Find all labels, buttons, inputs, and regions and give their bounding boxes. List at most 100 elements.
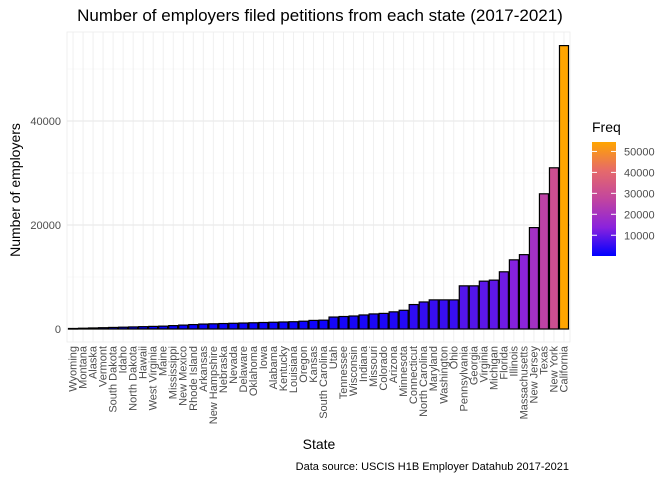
x-tick-label: New Hampshire [208,346,220,424]
bar [438,299,449,330]
bar [138,326,149,330]
bar [128,326,139,330]
x-tick-label: Massachusetts [518,346,530,420]
bar [398,309,409,330]
bars [67,44,570,330]
bar [388,311,399,330]
bar [178,324,189,330]
x-tick-label: Delaware [238,346,250,392]
x-tick-label: Mississippi [168,346,180,399]
x-tick-label: North Dakota [128,345,140,411]
bar [87,327,99,330]
x-tick-label: California [558,345,570,392]
x-tick-label: Kansas [308,346,320,383]
x-tick-label: Missouri [368,346,380,387]
x-tick-label: New York [548,346,560,393]
x-tick-label: Indiana [358,345,370,382]
bar [248,322,259,330]
bar [258,321,269,330]
x-tick-label: Texas [538,346,550,375]
y-axis-ticks: 0 20000 40000 [30,116,61,336]
bar [238,322,249,330]
bar [308,319,319,330]
x-tick-label: Michigan [488,346,500,390]
x-tick-label: North Carolina [418,345,430,417]
bar [538,193,550,330]
bar [198,323,209,330]
bar [188,323,199,330]
bar [458,285,469,330]
bar [318,319,329,330]
x-tick-label: Alaska [88,345,100,379]
bar [448,299,459,330]
bar [228,322,239,330]
x-tick-label: Nevada [228,345,240,384]
bar [288,321,299,330]
x-axis-title: State [303,436,336,452]
legend-label: 50000 [624,146,655,158]
bar [408,303,419,330]
x-tick-label: Hawaii [138,346,150,379]
bar [208,323,219,330]
x-tick-label: Wisconsin [348,346,360,396]
bar [518,254,530,330]
bar [358,314,369,330]
legend-label: 20000 [624,209,655,221]
bar [508,259,520,330]
x-tick-label: Illinois [508,346,520,377]
x-tick-label: Idaho [118,346,130,374]
bar [428,299,439,330]
x-tick-label: Colorado [378,346,390,391]
bar [418,301,429,330]
bar [528,227,540,330]
x-tick-label: Oregon [298,346,310,383]
bar [548,167,560,330]
bar [558,44,570,330]
bar [298,320,309,330]
legend-title: Freq [592,119,621,135]
x-tick-label: West Virginia [148,345,160,410]
caption: Data source: USCIS H1B Employer Datahub … [296,461,569,473]
legend-label: 30000 [624,188,655,200]
bar [338,315,349,330]
x-tick-label: New Mexico [178,346,190,406]
x-tick-label: South Dakota [108,345,120,413]
x-tick-label: Kentucky [278,346,290,392]
bar [168,325,179,330]
x-tick-label: Arkansas [198,346,210,392]
bar [278,321,289,330]
x-tick-label: Washington [438,346,450,404]
x-tick-label: Wyoming [68,346,80,392]
legend: Freq 10000 20000 30000 40000 50000 [592,119,655,256]
x-tick-label: Connecticut [408,346,420,404]
bar [97,327,109,330]
x-tick-label: Minnesota [398,345,410,397]
x-tick-label: Alabama [268,345,280,389]
legend-label: 40000 [624,167,655,179]
bar [158,325,169,330]
x-tick-label: Tennessee [338,346,350,399]
x-tick-label: Maryland [428,346,440,391]
chart-title: Number of employers filed petitions from… [77,6,563,25]
bar [468,285,479,330]
legend-label: 10000 [624,230,655,242]
bar [117,326,129,330]
x-tick-label: Iowa [258,345,270,369]
x-tick-label: South Carolina [318,345,330,419]
bar [268,321,279,330]
x-tick-label: Georgia [468,345,480,385]
y-axis-title: Number of employers [7,123,23,257]
bar [148,325,159,330]
bar [488,279,499,330]
x-tick-label: Virginia [478,345,490,382]
legend-colorbar [592,142,616,256]
x-tick-label: Louisiana [288,345,300,393]
x-tick-label: Pennsylvania [458,345,470,411]
x-tick-label: Florida [498,345,510,380]
bar [368,313,379,330]
x-tick-label: Utah [328,346,340,369]
x-tick-label: Maine [158,346,170,376]
legend-labels: 10000 20000 30000 40000 50000 [592,146,655,242]
